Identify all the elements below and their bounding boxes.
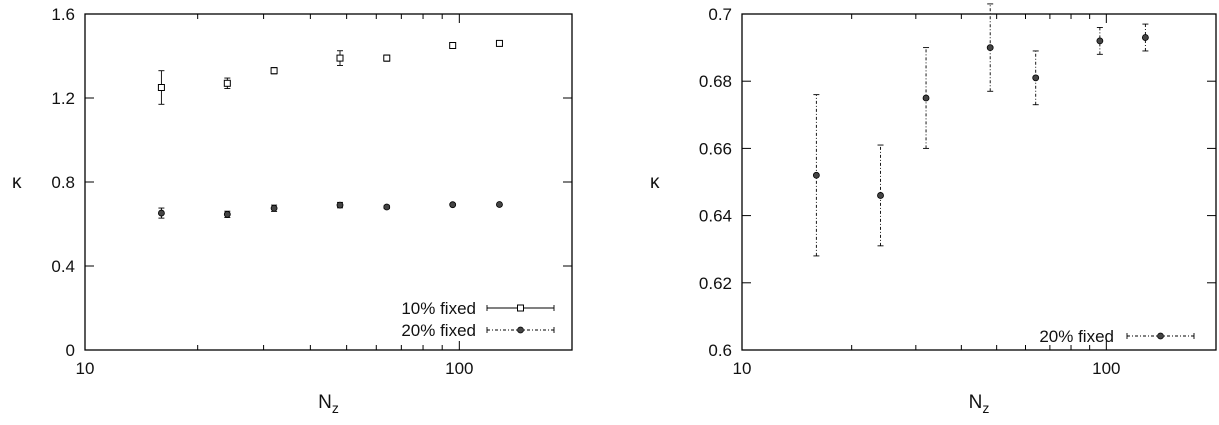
x-tick-label: 100 <box>1092 359 1120 378</box>
data-point <box>223 79 231 87</box>
data-point <box>1096 37 1104 45</box>
y-tick-label: 0.62 <box>699 274 732 293</box>
x-axis-label-subscript: z <box>332 400 339 416</box>
x-axis-label-subscript: z <box>982 400 989 416</box>
data-point <box>922 94 930 102</box>
plot-frame <box>741 13 1217 351</box>
x-tick-label: 10 <box>76 359 95 378</box>
data-point <box>1032 74 1040 82</box>
y-tick-label: 0.8 <box>51 173 75 192</box>
data-point <box>449 201 457 209</box>
x-tick-label: 10 <box>733 359 752 378</box>
y-axis-label: κ <box>12 172 22 193</box>
y-tick-label: 0.6 <box>708 341 732 360</box>
x-axis-label: Nz <box>969 392 990 416</box>
data-point <box>270 204 278 212</box>
legend-label: 20% fixed <box>1039 327 1114 346</box>
y-tick-label: 0.68 <box>699 72 732 91</box>
legend-marker <box>517 304 524 312</box>
data-point <box>270 67 278 75</box>
data-point <box>383 203 391 211</box>
y-axis-label: κ <box>650 172 660 193</box>
data-point <box>336 54 344 62</box>
legend-label: 20% fixed <box>401 321 476 340</box>
data-point <box>877 192 884 199</box>
data-point <box>158 209 165 217</box>
y-tick-label: 0.7 <box>708 5 732 24</box>
left-chart-panel: 10 100 0 0.4 0.8 1.2 1.6 κ Nz 10% fixed 20% fixed <box>12 5 573 416</box>
right-chart-panel: 10 100 0.6 0.62 0.64 0.66 0.68 0.7 κ Nz 20% fixed <box>650 3 1217 416</box>
data-point <box>812 171 820 179</box>
data-point <box>383 54 391 62</box>
data-point <box>495 39 503 47</box>
y-tick-label: 0 <box>66 341 75 360</box>
data-point <box>496 201 503 208</box>
legend-marker <box>1157 332 1164 340</box>
data-point <box>336 201 344 209</box>
data-point <box>223 210 231 218</box>
x-axis-label-main: N <box>969 392 983 413</box>
x-axis-label: Nz <box>318 392 339 416</box>
legend-marker <box>517 326 524 334</box>
y-tick-label: 0.4 <box>51 257 75 276</box>
x-axis-label-main: N <box>318 392 332 413</box>
data-point <box>449 42 457 49</box>
data-point <box>1141 34 1149 41</box>
plot-frame <box>84 13 573 351</box>
y-tick-label: 1.6 <box>51 5 75 24</box>
y-tick-label: 0.64 <box>699 207 732 226</box>
legend-label: 10% fixed <box>401 299 476 318</box>
y-tick-label: 0.66 <box>699 139 732 158</box>
data-point <box>157 84 165 91</box>
y-tick-label: 1.2 <box>51 89 75 108</box>
data-point <box>986 44 994 51</box>
x-tick-label: 100 <box>445 359 473 378</box>
